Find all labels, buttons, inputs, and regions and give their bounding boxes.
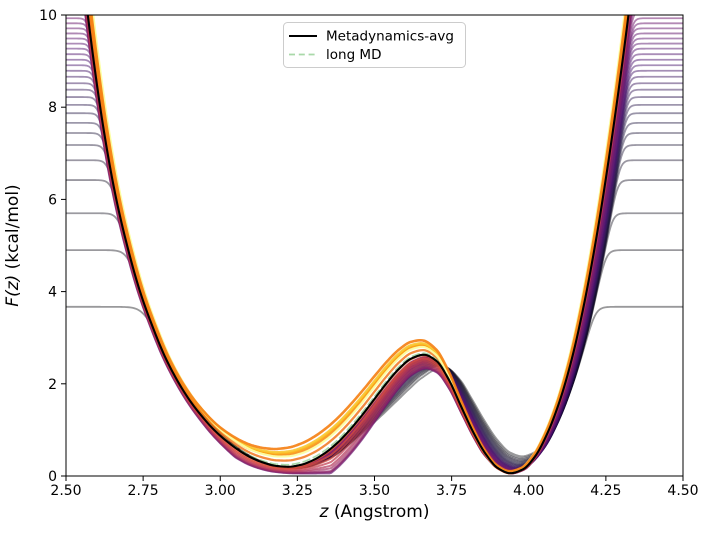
legend-metadynamics-avg-label: Metadynamics-avg	[326, 29, 454, 45]
y-tick-label: 8	[48, 100, 57, 116]
x-tick-label: 3.00	[205, 483, 236, 499]
x-tick-label: 3.75	[436, 483, 467, 499]
fes-estimate-curve	[90, 15, 628, 473]
x-tick-label: 4.50	[667, 483, 698, 499]
y-tick-label: 6	[48, 192, 57, 208]
y-tick-label: 0	[48, 469, 57, 485]
x-tick-label: 4.00	[513, 483, 544, 499]
legend-long-md-label: long MD	[326, 47, 381, 63]
x-tick-label: 4.25	[590, 483, 621, 499]
metadynamics-avg-curve	[86, 15, 630, 475]
y-tick-label: 2	[48, 377, 57, 393]
y-axis-label: F(z) (kcal/mol)	[3, 184, 23, 306]
legend-box	[283, 22, 466, 68]
legend: Metadynamics-avg long MD	[283, 22, 466, 68]
y-tick-label: 4	[48, 285, 57, 301]
x-tick-label: 3.25	[282, 483, 313, 499]
x-tick-label: 3.50	[359, 483, 390, 499]
y-tick-label: 10	[39, 8, 57, 24]
x-axis-label: z (Angstrom)	[319, 502, 430, 522]
y-axis: 0 2 4 6 8 10	[39, 8, 66, 485]
x-axis: 2.50 2.75 3.00 3.25 3.50 3.75 4.00 4.25 4.50	[50, 476, 699, 499]
x-tick-label: 2.75	[128, 483, 159, 499]
axes-layer: 2.50 2.75 3.00 3.25 3.50 3.75 4.00 4.25 4.50 0 2 4…	[3, 8, 699, 522]
free-energy-curves-layer	[66, 15, 683, 475]
x-tick-label: 2.50	[50, 483, 81, 499]
